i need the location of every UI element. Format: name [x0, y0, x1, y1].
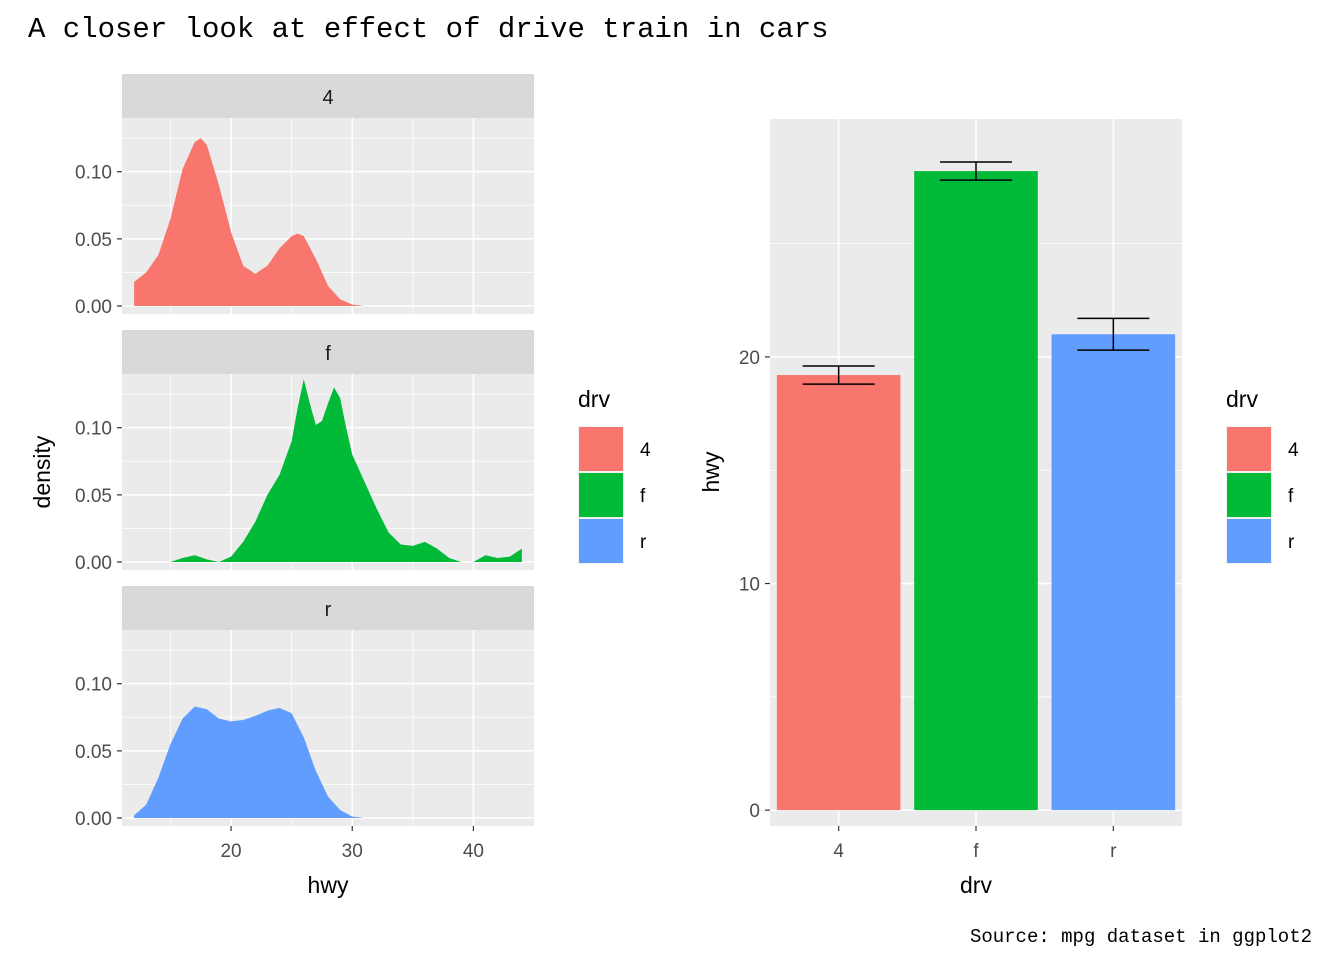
- figure-title: A closer look at effect of drive train i…: [28, 13, 829, 46]
- y-tick-label: 0.00: [75, 297, 112, 318]
- x-tick-label: f: [973, 841, 979, 862]
- legend-swatch-4: [1227, 427, 1271, 471]
- y-tick-label: 0: [749, 801, 760, 822]
- facet-strip: [122, 586, 534, 630]
- y-tick-label: 10: [739, 575, 760, 596]
- facet-strip: [122, 330, 534, 374]
- bar-4: [776, 375, 901, 811]
- x-axis-title: drv: [960, 872, 992, 898]
- y-tick-label: 0.10: [75, 163, 112, 184]
- legend-density: drv 4 f r: [578, 386, 651, 564]
- y-axis-title: density: [29, 435, 55, 508]
- density-area-r: [134, 706, 365, 818]
- y-axis-title: hwy: [698, 451, 724, 492]
- bar-f: [914, 171, 1038, 811]
- x-tick-label: r: [1110, 841, 1117, 862]
- facet-strip-label: 4: [322, 87, 333, 109]
- density-area-f: [170, 379, 522, 562]
- y-tick-label: 0.00: [75, 553, 112, 574]
- legend-label: f: [1288, 486, 1294, 507]
- x-tick-label: 20: [220, 841, 241, 862]
- legend-label: 4: [1288, 440, 1299, 461]
- x-tick-label: 40: [463, 841, 484, 862]
- legend-label: f: [640, 486, 646, 507]
- y-tick-label: 0.00: [75, 809, 112, 830]
- legend-title: drv: [1226, 386, 1258, 412]
- density-area-4: [134, 138, 365, 306]
- legend-label: r: [1288, 532, 1295, 553]
- density-facet-chart: 4 0.00 0.05 0.10 f 0.00 0.05 0.10 r 0.00 0.05 0.10 2…: [29, 74, 534, 898]
- legend-swatch-f: [1227, 473, 1271, 517]
- x-tick-label: 30: [342, 841, 363, 862]
- y-tick-label: 0.10: [75, 675, 112, 696]
- legend-swatch-4: [579, 427, 623, 471]
- legend-label: r: [640, 532, 647, 553]
- legend-swatch-r: [579, 519, 623, 563]
- bar-r: [1051, 334, 1176, 811]
- y-tick-label: 20: [739, 348, 760, 369]
- legend-swatch-r: [1227, 519, 1271, 563]
- facet-strip: [122, 74, 534, 118]
- y-tick-label: 0.05: [75, 230, 112, 251]
- y-tick-label: 0.05: [75, 486, 112, 507]
- facet-strip-label: r: [325, 599, 332, 621]
- y-tick-label: 0.10: [75, 419, 112, 440]
- figure-caption: Source: mpg dataset in ggplot2: [970, 926, 1312, 948]
- legend-label: 4: [640, 440, 651, 461]
- facet-strip-label: f: [325, 343, 331, 365]
- hwy-bar-chart: 4 f r 0 10 20 drv hwy: [698, 119, 1182, 898]
- y-tick-label: 0.05: [75, 742, 112, 763]
- legend-swatch-f: [579, 473, 623, 517]
- x-tick-label: 4: [833, 841, 844, 862]
- legend-bar: drv 4 f r: [1226, 386, 1299, 564]
- legend-title: drv: [578, 386, 610, 412]
- x-axis-title: hwy: [308, 872, 349, 898]
